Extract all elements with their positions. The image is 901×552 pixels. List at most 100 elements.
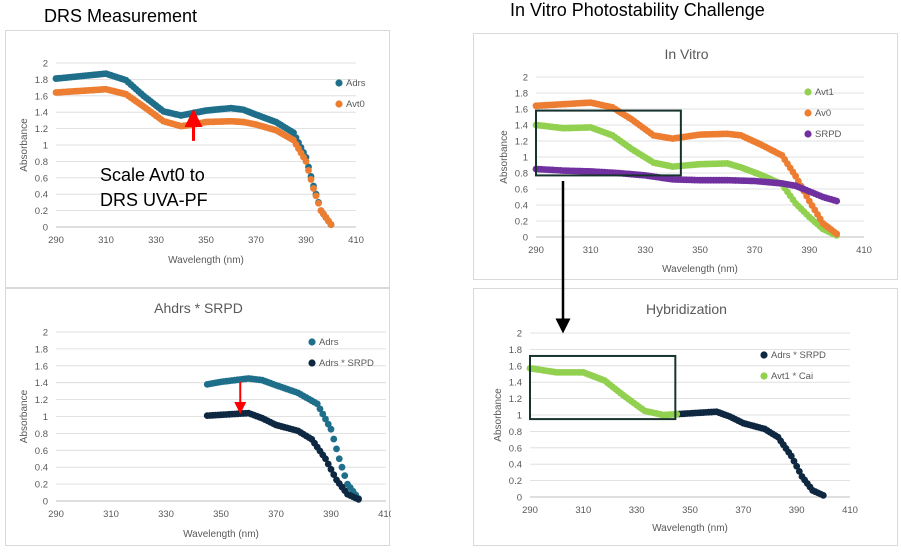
y-tick-label: 0.2 xyxy=(509,476,522,487)
x-axis-title: Wavelength (nm) xyxy=(168,255,244,266)
series-adrs xyxy=(203,375,362,502)
legend-label: Av0 xyxy=(815,108,831,119)
legend-label: Adrs * SRPD xyxy=(771,350,826,361)
data-point xyxy=(330,435,338,443)
data-point xyxy=(341,472,349,480)
x-tick-label: 390 xyxy=(298,235,314,246)
y-tick-label: 0.6 xyxy=(35,173,48,184)
series-adrs-srpd xyxy=(673,408,827,499)
invitro-chart-svg: 0 0.2 0.4 0.6 0.8 1 1.2 1.4 1.6 1.8 2 290 310 330 350 3… xyxy=(499,46,872,275)
x-tick-label: 350 xyxy=(692,245,708,256)
x-tick-label: 350 xyxy=(213,509,229,520)
data-point xyxy=(327,425,335,433)
hybrid-highlight-box xyxy=(529,354,677,421)
invitro-section-title: In Vitro Photostability Challenge xyxy=(510,0,765,20)
y-tick-label: 1 xyxy=(43,141,48,152)
x-tick-label: 330 xyxy=(637,245,653,256)
x-tick-label: 330 xyxy=(629,505,645,516)
data-point xyxy=(312,192,320,200)
y-tick-label: 0.6 xyxy=(509,443,522,454)
y-tick-label: 1.2 xyxy=(509,394,522,405)
y-tick-label: 1.2 xyxy=(35,395,48,406)
data-point xyxy=(324,420,332,428)
y-tick-label: 0.8 xyxy=(515,169,528,180)
y-tick-label: 0.8 xyxy=(35,429,48,440)
legend-label: Avt1 * Cai xyxy=(771,371,813,382)
y-tick-label: 0.6 xyxy=(515,185,528,196)
x-tick-label: 370 xyxy=(248,235,264,246)
y-tick-label: 1.2 xyxy=(515,137,528,148)
legend-marker xyxy=(335,100,343,108)
y-tick-label: 0 xyxy=(43,497,48,508)
series-av0 xyxy=(532,99,841,238)
y-tick-label: 0.2 xyxy=(35,206,48,217)
y-tick-label: 2 xyxy=(523,73,528,84)
y-tick-label: 1.6 xyxy=(515,105,528,116)
series-avt0 xyxy=(52,85,335,228)
legend-marker xyxy=(760,372,768,380)
y-tick-label: 0.8 xyxy=(509,427,522,438)
data-point xyxy=(833,230,841,238)
data-point xyxy=(327,221,335,228)
legend-marker xyxy=(804,109,812,117)
legend-marker xyxy=(804,88,812,96)
y-tick-label: 0.8 xyxy=(35,157,48,168)
y-tick-label: 2 xyxy=(517,329,522,340)
data-point xyxy=(322,415,329,423)
data-point xyxy=(787,452,795,460)
y-tick-label: 0.4 xyxy=(35,190,48,201)
x-tick-label: 350 xyxy=(682,505,698,516)
y-tick-label: 1.4 xyxy=(35,378,48,389)
y-tick-label: 1.8 xyxy=(509,345,522,356)
hybrid-chart-panel: 0 0.2 0.4 0.6 0.8 1 1.2 1.4 1.6 1.8 2 290 310 330 350 3… xyxy=(473,288,898,546)
y-axis-title: Absorbance xyxy=(493,388,504,442)
y-tick-label: 1.2 xyxy=(35,124,48,135)
invitro-chart-panel: 0 0.2 0.4 0.6 0.8 1 1.2 1.4 1.6 1.8 2 290 310 330 350 3… xyxy=(473,33,898,280)
x-axis-title: Wavelength (nm) xyxy=(652,523,728,534)
legend-label: Avt1 xyxy=(815,87,834,98)
y-tick-label: 1.4 xyxy=(515,121,528,132)
data-point xyxy=(333,445,340,453)
data-point xyxy=(310,185,317,192)
x-tick-label: 410 xyxy=(856,245,872,256)
y-tick-label: 1.4 xyxy=(35,108,48,119)
x-tick-label: 310 xyxy=(583,245,599,256)
chart-title: Ahdrs * SRPD xyxy=(154,300,243,316)
y-tick-label: 0.2 xyxy=(515,217,528,228)
data-point xyxy=(313,400,321,408)
x-axis-title: Wavelength (nm) xyxy=(183,529,259,540)
y-tick-label: 1.8 xyxy=(515,89,528,100)
x-tick-label: 390 xyxy=(801,245,817,256)
data-point xyxy=(790,457,798,465)
y-tick-label: 1 xyxy=(43,412,48,423)
data-point xyxy=(322,455,329,463)
y-tick-label: 0 xyxy=(517,493,522,504)
y-axis-title: Absorbance xyxy=(499,130,510,184)
series-srpd xyxy=(532,165,841,205)
y-tick-label: 0.2 xyxy=(35,480,48,491)
x-tick-label: 290 xyxy=(48,235,64,246)
x-tick-label: 410 xyxy=(378,509,391,520)
data-point xyxy=(316,405,324,413)
x-tick-label: 370 xyxy=(268,509,284,520)
x-tick-label: 410 xyxy=(842,505,858,516)
legend-marker xyxy=(804,130,812,138)
legend-label: Adrs * SRPD xyxy=(319,358,374,369)
data-point xyxy=(819,491,827,499)
x-tick-label: 310 xyxy=(98,235,114,246)
x-tick-label: 290 xyxy=(522,505,538,516)
hybrid-chart-svg: 0 0.2 0.4 0.6 0.8 1 1.2 1.4 1.6 1.8 2 290 310 330 350 3… xyxy=(493,301,858,534)
scale-annotation-line1: Scale Avt0 to xyxy=(100,165,205,185)
x-tick-label: 290 xyxy=(48,509,64,520)
y-tick-label: 2 xyxy=(43,328,48,339)
y-tick-label: 1.6 xyxy=(35,361,48,372)
y-tick-label: 1 xyxy=(523,153,528,164)
data-point xyxy=(327,465,335,473)
data-point xyxy=(795,467,803,475)
legend-label: Adrs xyxy=(319,337,339,348)
drs-chart-panel: 0 0.2 0.4 0.6 0.8 1 1.2 1.4 1.6 1.8 2 290 310 330 350 3… xyxy=(5,30,390,288)
legend-label: Adrs xyxy=(346,78,366,89)
x-axis-title: Wavelength (nm) xyxy=(662,264,738,275)
y-tick-label: 2 xyxy=(43,59,48,70)
data-point xyxy=(338,463,346,471)
